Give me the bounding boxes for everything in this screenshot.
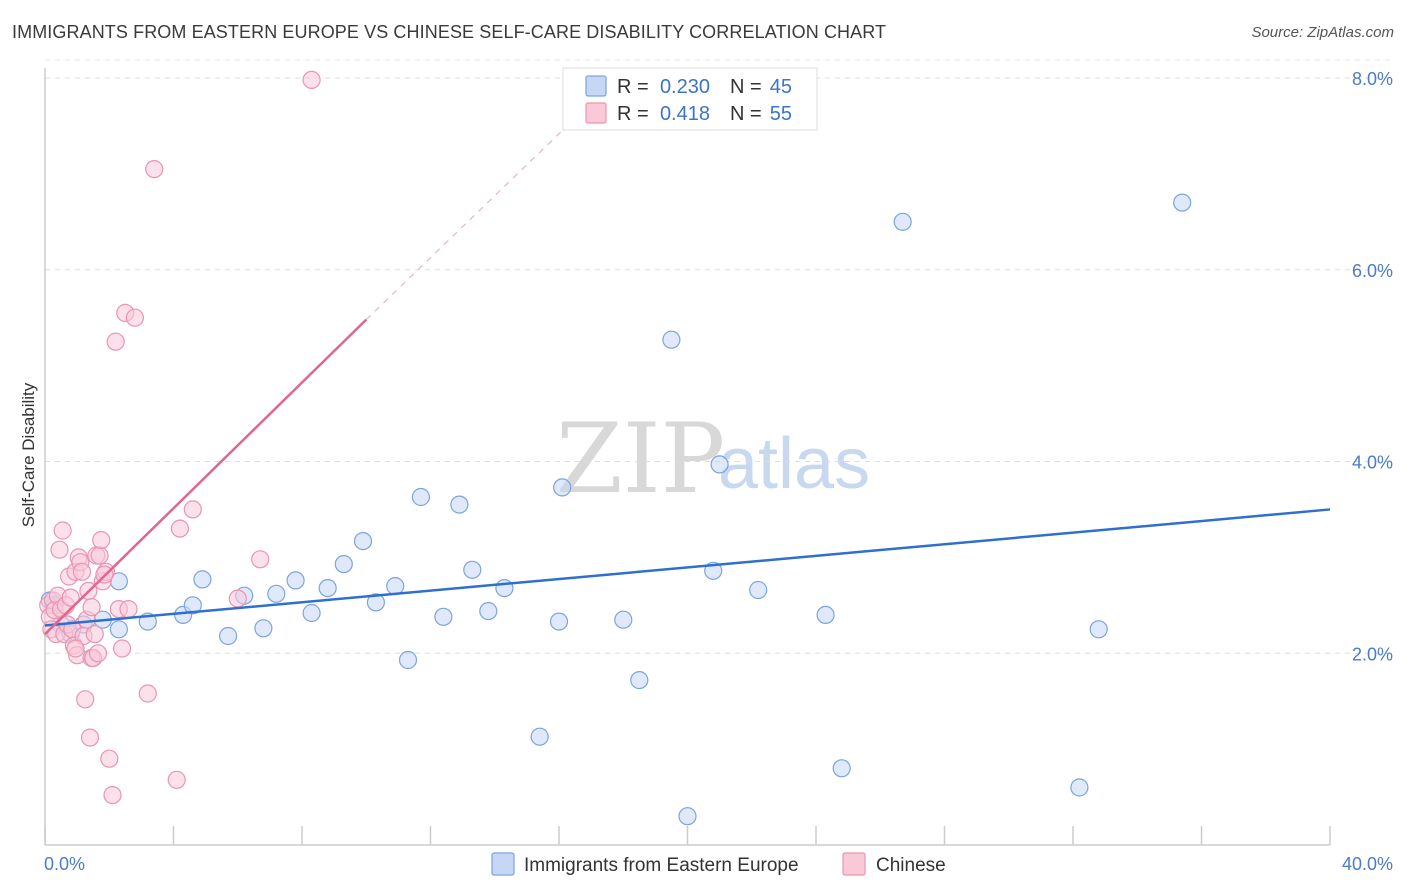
legend-box: R = 0.230 N = 45 R = 0.418 N = 55 [562, 67, 818, 131]
trend-extension-chinese [365, 117, 576, 321]
point-chinese-53 [66, 639, 85, 658]
point-chinese-26 [80, 728, 100, 747]
point-chinese-50 [251, 550, 270, 569]
trend-line-chinese [44, 318, 368, 635]
point-chinese-9 [53, 521, 72, 540]
point-eastern-europe-41 [832, 759, 851, 778]
point-eastern-europe-10 [183, 596, 202, 615]
legend-swatch-eastern-europe [585, 75, 607, 97]
point-chinese-23 [76, 690, 95, 709]
point-eastern-europe-15 [267, 584, 286, 603]
legend-r-label-2: R = [617, 103, 649, 125]
point-chinese-40 [112, 639, 132, 658]
point-chinese-49 [228, 589, 247, 608]
y-tick-label-0: 2.0% [1352, 644, 1393, 664]
series-chinese [39, 70, 321, 805]
point-eastern-europe-35 [662, 330, 681, 349]
point-eastern-europe-28 [479, 601, 498, 621]
point-eastern-europe-6 [109, 620, 129, 639]
point-chinese-32 [90, 546, 109, 565]
bottom-legend: Immigrants from Eastern Europe Chinese [491, 852, 946, 876]
legend-r-value-chinese: 0.418 [660, 103, 710, 125]
legend-r-value-eastern-europe: 0.230 [660, 76, 710, 98]
point-chinese-52 [82, 598, 101, 617]
x-tick-label-min: 0.0% [44, 854, 85, 874]
point-eastern-europe-29 [495, 578, 514, 598]
point-chinese-51 [302, 70, 321, 90]
point-chinese-14 [61, 588, 80, 607]
y-tick-label-1: 4.0% [1352, 453, 1393, 473]
chart-title: IMMIGRANTS FROM EASTERN EUROPE VS CHINES… [12, 22, 887, 42]
y-tick-labels: 2.0% 4.0% 6.0% 8.0% [1352, 69, 1393, 664]
legend-n-label-1: N = [730, 76, 762, 98]
bottom-legend-label-eastern-europe: Immigrants from Eastern Europe [524, 855, 799, 876]
point-chinese-45 [145, 160, 164, 179]
y-tick-label-2: 6.0% [1352, 261, 1393, 281]
bottom-legend-swatch-eastern-europe [491, 852, 515, 876]
x-ticks [44, 826, 1331, 845]
point-eastern-europe-44 [1089, 620, 1108, 639]
point-eastern-europe-11 [193, 570, 212, 589]
point-eastern-europe-43 [1070, 778, 1089, 797]
point-eastern-europe-19 [334, 554, 353, 574]
point-chinese-44 [138, 684, 157, 703]
point-eastern-europe-14 [254, 619, 273, 638]
point-eastern-europe-45 [1173, 193, 1192, 212]
point-chinese-36 [100, 749, 119, 768]
point-chinese-33 [92, 530, 111, 550]
bottom-legend-label-chinese: Chinese [876, 855, 946, 876]
point-chinese-21 [72, 562, 92, 581]
point-eastern-europe-33 [614, 610, 633, 629]
point-eastern-europe-30 [530, 727, 549, 746]
point-eastern-europe-39 [749, 580, 768, 600]
point-eastern-europe-12 [219, 626, 238, 646]
point-chinese-46 [167, 770, 186, 789]
point-eastern-europe-42 [893, 212, 912, 231]
point-eastern-europe-23 [398, 650, 418, 670]
point-chinese-7 [50, 540, 69, 559]
point-eastern-europe-32 [553, 478, 572, 497]
legend-n-label-2: N = [730, 103, 762, 125]
point-chinese-31 [88, 644, 108, 663]
point-eastern-europe-34 [630, 670, 649, 690]
watermark-zip: ZIP [556, 403, 725, 515]
point-chinese-43 [125, 308, 144, 327]
gridlines [45, 59, 1392, 654]
legend-n-value-eastern-europe: 45 [770, 76, 792, 98]
point-eastern-europe-24 [411, 487, 430, 507]
point-chinese-37 [103, 785, 122, 805]
point-eastern-europe-25 [434, 607, 453, 626]
watermark-atlas: atlas [718, 424, 870, 504]
y-tick-label-3: 8.0% [1352, 69, 1393, 89]
point-eastern-europe-31 [549, 612, 569, 631]
point-eastern-europe-40 [816, 605, 835, 625]
source-label: Source: ZipAtlas.com [1251, 24, 1394, 41]
legend-r-label-1: R = [617, 76, 649, 98]
point-eastern-europe-17 [302, 603, 321, 623]
point-eastern-europe-26 [450, 495, 469, 514]
point-chinese-42 [119, 599, 138, 619]
point-chinese-38 [106, 332, 125, 351]
legend-n-value-chinese: 55 [770, 103, 792, 125]
legend-swatch-chinese [585, 102, 607, 124]
point-chinese-48 [183, 500, 202, 519]
point-chinese-29 [85, 624, 104, 644]
point-chinese-47 [170, 519, 189, 538]
trend-lines [44, 117, 1331, 635]
x-tick-label-max: 40.0% [1342, 854, 1393, 874]
point-eastern-europe-16 [286, 571, 305, 590]
y-axis-label: Self-Care Disability [19, 382, 38, 527]
point-eastern-europe-38 [710, 455, 729, 474]
point-eastern-europe-21 [366, 593, 385, 612]
point-eastern-europe-36 [678, 807, 697, 826]
point-eastern-europe-27 [463, 560, 482, 579]
point-eastern-europe-18 [318, 578, 337, 598]
bottom-legend-swatch-chinese [842, 852, 866, 876]
trend-line-eastern-europe [44, 508, 1331, 627]
point-eastern-europe-20 [353, 531, 373, 551]
